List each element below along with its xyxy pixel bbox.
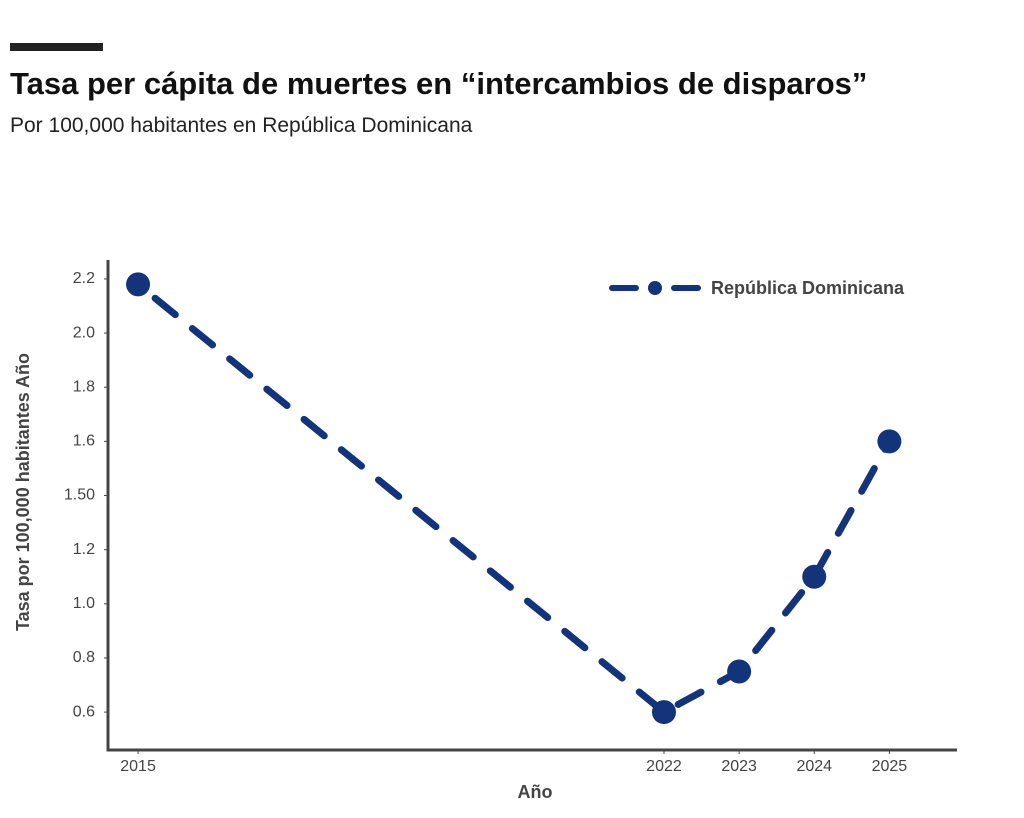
x-tick-label: 2023: [721, 758, 757, 775]
axis: [106, 260, 957, 752]
y-tick-label: 0.8: [73, 649, 95, 666]
y-axis-label: Tasa por 100,000 habitantes Año: [13, 353, 33, 631]
data-point: [802, 564, 827, 589]
data-point: [126, 272, 151, 297]
x-tick-label: 2025: [872, 758, 908, 775]
chart-subtitle: Por 100,000 habitantes en República Domi…: [10, 114, 473, 137]
y-tick-label: 2.0: [73, 324, 95, 341]
chart-title: Tasa per cápita de muertes en “intercamb…: [10, 66, 867, 101]
data-point: [877, 429, 902, 454]
title-bar: [10, 43, 103, 51]
data-point: [651, 700, 676, 725]
data-point: [727, 659, 752, 684]
y-tick-label: 2.2: [73, 270, 95, 287]
y-tick-label: 0.6: [73, 703, 95, 720]
legend-label: República Dominicana: [711, 278, 905, 298]
y-tick-label: 1.2: [73, 541, 95, 558]
x-axis-label: Año: [518, 782, 553, 802]
y-tick-label: 1.6: [73, 433, 95, 450]
y-tick-label: 1.50: [64, 487, 95, 504]
x-tick-label: 2015: [120, 758, 156, 775]
series-line: [134, 280, 893, 717]
x-tick-label: 2024: [796, 758, 832, 775]
x-tick-label: 2022: [646, 758, 682, 775]
y-tick-label: 1.8: [73, 378, 95, 395]
legend-marker: [648, 281, 662, 295]
y-tick-label: 1.0: [73, 595, 95, 612]
